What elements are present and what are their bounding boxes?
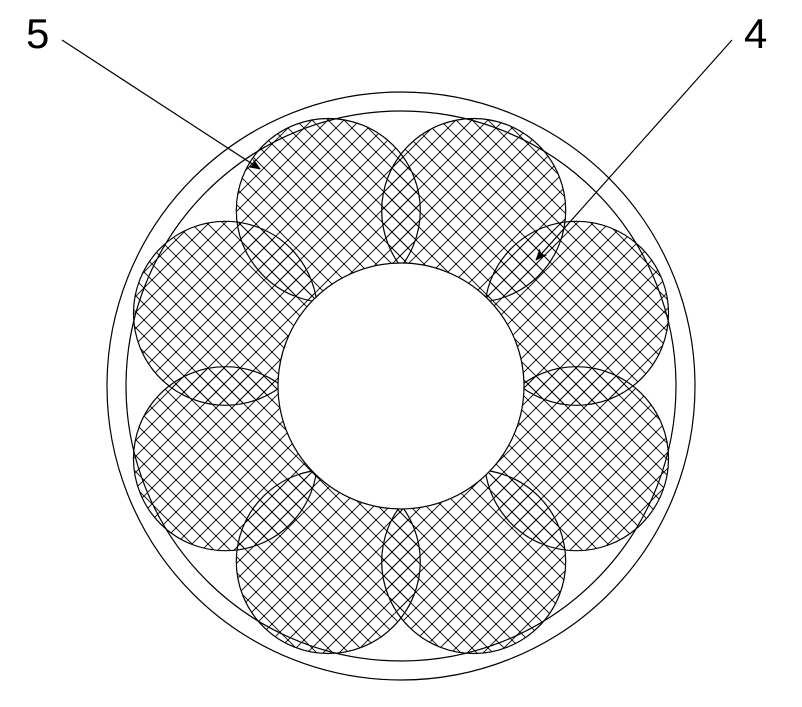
callout-label-5: 5 <box>26 10 49 57</box>
core-circle <box>278 263 524 509</box>
callout-label-4: 4 <box>744 10 767 57</box>
leader-line-5 <box>62 40 260 169</box>
leader-line-4 <box>536 40 732 260</box>
cross-section-diagram: 54 <box>0 0 802 707</box>
